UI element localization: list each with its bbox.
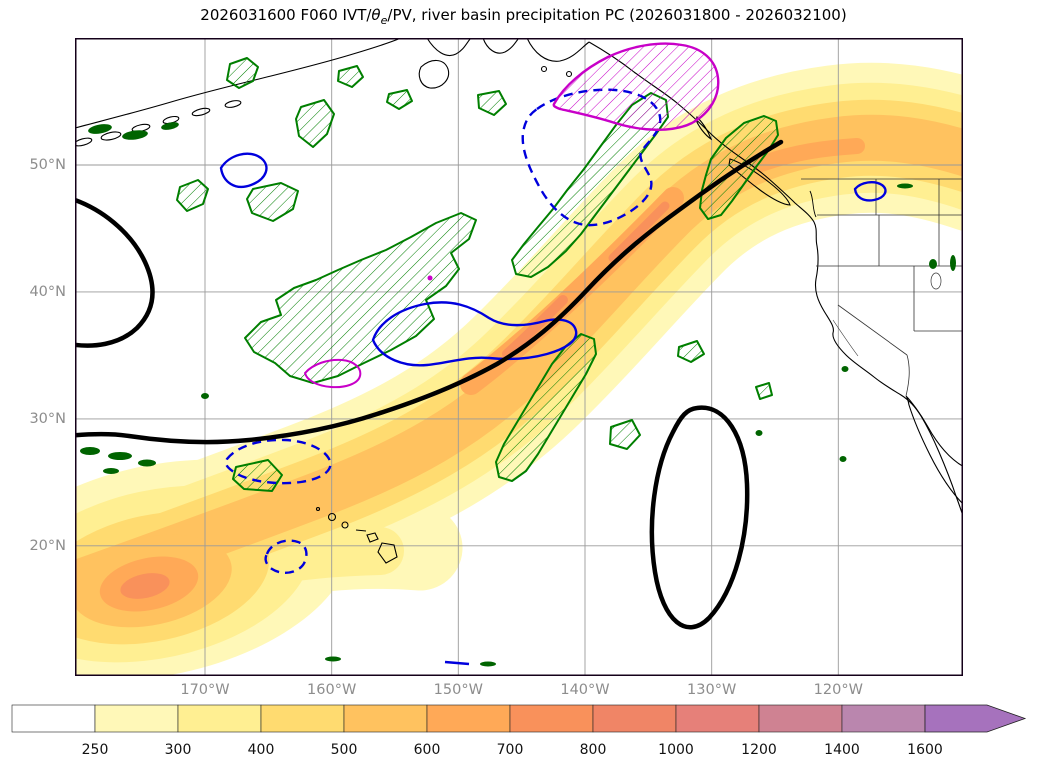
title-theta-symbol: θ [371,6,381,24]
lon-tick-label: 130°W [687,682,737,698]
colorbar-segment [260,704,345,733]
colorbar-segment [675,704,760,733]
colorbar: 250 300 400 500 600 700 800 1000 1200 1400 1600 [11,704,1027,758]
title-theta-subscript: e [380,14,388,27]
map-frame [75,38,963,676]
colorbar-tick-label: 500 [331,742,358,758]
lat-tick-label: 50°N [29,157,66,173]
colorbar-segment [509,704,594,733]
colorbar-tick-label: 400 [248,742,275,758]
colorbar-segment [592,704,677,733]
colorbar-tick-label: 300 [165,742,192,758]
lat-tick-label: 20°N [29,537,66,554]
colorbar-tick-label: 700 [497,742,524,758]
colorbar-tick-label: 600 [414,742,441,758]
colorbar-segment [177,704,262,733]
title-prefix: 2026031600 F060 IVT/ [200,6,372,24]
colorbar-segment [343,704,428,733]
blue-pv-solid-layer [219,152,887,666]
lon-tick-label: 170°W [180,682,230,698]
lat-tick-label: 30°N [29,410,66,427]
blue-pv-dashed-layer [224,88,662,574]
map-canvas [75,38,963,676]
lon-tick-label: 120°W [813,682,863,698]
colorbar-segment [94,704,179,733]
colorbar-tick-label: 1400 [824,742,860,758]
colorbar-segment [426,704,511,733]
colorbar-segment [11,704,96,733]
figure-title: 2026031600 F060 IVT/θe/PV, river basin p… [0,6,1047,27]
colorbar-segment [758,704,843,733]
borders-layer [801,178,963,397]
colorbar-tick-label: 1000 [658,742,694,758]
lon-tick-label: 150°W [433,682,483,698]
colorbar-tick-label: 250 [82,742,109,758]
colorbar-extend-arrow [924,704,1027,733]
colorbar-tick-label: 800 [580,742,607,758]
ivt-shading-layer [75,62,963,676]
colorbar-tick-label: 1600 [907,742,943,758]
lon-tick-label: 160°W [307,682,357,698]
title-suffix: /PV, river basin precipitation PC (20260… [387,6,847,24]
magenta-pc-contour-layer [304,42,720,389]
colorbar-segment [841,704,926,733]
thetae-contour-layer [75,139,784,630]
green-pc-contour-layer [176,57,779,492]
colorbar-tick-label: 1200 [741,742,777,758]
lon-tick-label: 140°W [560,682,610,698]
lat-tick-label: 40°N [29,283,66,300]
green-pc-filled-spots [80,122,956,667]
map-area [75,38,963,676]
